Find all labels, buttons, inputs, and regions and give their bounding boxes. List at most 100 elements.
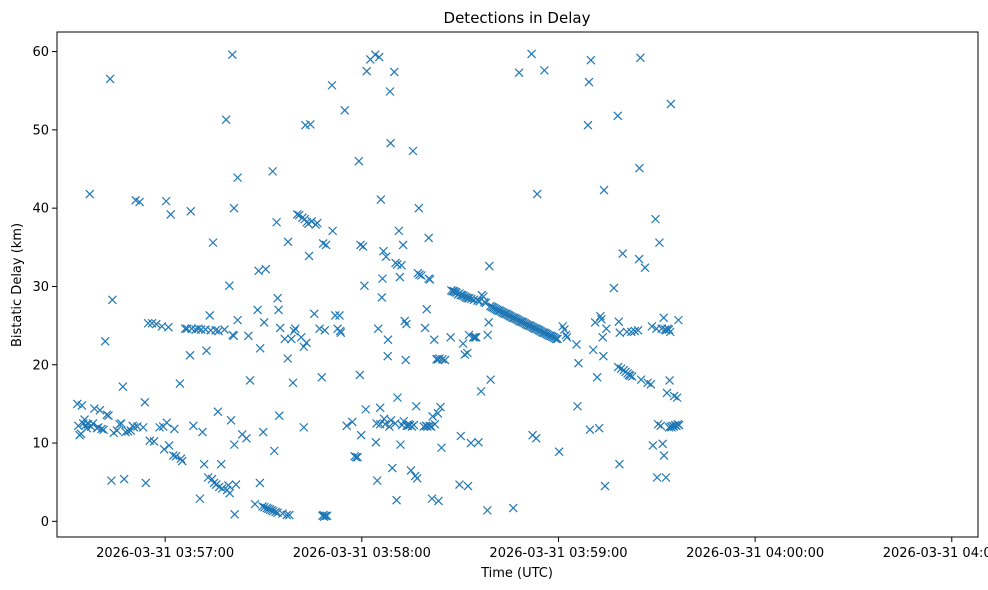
data-point: [258, 427, 268, 437]
data-point: [229, 331, 239, 341]
data-point: [342, 421, 352, 431]
data-point: [654, 238, 664, 248]
data-point: [271, 507, 281, 517]
data-point: [283, 237, 293, 247]
data-point: [227, 50, 237, 60]
data-point: [554, 447, 564, 457]
data-point: [80, 415, 89, 424]
data-point: [255, 478, 265, 488]
data-point: [168, 451, 178, 460]
data-point: [433, 408, 443, 418]
data-point: [595, 311, 605, 321]
data-point: [159, 444, 169, 454]
data-point: [361, 404, 371, 414]
data-point: [574, 358, 583, 368]
data-point: [659, 313, 669, 323]
data-point: [386, 415, 396, 425]
data-point: [100, 336, 110, 346]
data-point: [583, 120, 593, 130]
data-point: [355, 370, 365, 380]
data-point: [471, 332, 481, 342]
data-point: [615, 328, 625, 338]
data-point: [226, 415, 236, 425]
data-point: [430, 419, 440, 429]
data-point: [288, 378, 298, 388]
data-point: [572, 339, 581, 349]
plot-area-frame: [56, 31, 979, 538]
data-point: [468, 332, 478, 342]
data-point: [309, 309, 319, 319]
data-point: [458, 339, 468, 349]
data-point: [166, 210, 176, 219]
data-point: [304, 251, 314, 261]
data-point: [254, 266, 263, 276]
data-point: [514, 68, 524, 78]
data-point: [630, 326, 640, 336]
data-point: [389, 67, 399, 77]
data-point: [408, 146, 418, 156]
x-axis: 2026-03-31 03:57:00 2026-03-31 03:58:00 20…: [96, 537, 988, 561]
data-point: [428, 412, 438, 421]
data-point: [242, 433, 251, 443]
data-point: [162, 418, 172, 428]
data-point: [616, 364, 626, 374]
data-point: [594, 423, 604, 433]
data-point: [482, 505, 492, 515]
data-point: [317, 372, 327, 382]
data-point: [282, 510, 292, 520]
y-tick-label: 0: [41, 515, 49, 530]
data-point: [375, 403, 385, 413]
data-point: [97, 424, 106, 434]
x-tick-label: 2026-03-31 04:01:00: [883, 546, 988, 561]
data-point: [661, 473, 671, 482]
data-point: [211, 325, 221, 335]
data-point: [106, 476, 116, 486]
data-point: [161, 196, 171, 206]
data-point: [102, 410, 112, 420]
data-point: [351, 452, 361, 462]
data-point: [299, 342, 309, 352]
data-point: [385, 87, 395, 96]
data-point: [198, 427, 207, 437]
data-point: [601, 324, 611, 334]
data-point: [255, 343, 265, 353]
data-point: [118, 382, 128, 392]
data-point: [598, 332, 608, 342]
data-point: [394, 226, 404, 236]
data-point: [381, 252, 391, 262]
data-point: [272, 217, 282, 227]
data-point: [440, 355, 450, 365]
data-point: [585, 425, 595, 435]
data-point: [665, 327, 675, 337]
data-point: [573, 401, 582, 411]
data-point: [484, 261, 494, 271]
data-point: [627, 372, 637, 381]
data-point: [231, 480, 241, 489]
data-point: [417, 271, 426, 280]
data-point: [319, 510, 328, 520]
data-point: [299, 422, 309, 432]
data-point: [220, 325, 229, 334]
data-point: [301, 338, 311, 348]
data-point: [350, 451, 360, 461]
data-point: [674, 315, 683, 325]
data-point: [335, 311, 344, 320]
data-point: [177, 456, 187, 466]
data-point: [171, 451, 181, 461]
data-point: [414, 203, 424, 213]
data-point: [434, 496, 443, 506]
data-point: [176, 454, 186, 464]
data-point: [622, 327, 632, 337]
data-point: [347, 417, 357, 427]
data-point: [330, 311, 340, 320]
data-point: [230, 509, 240, 519]
chart-title: Detections in Delay: [444, 9, 591, 27]
data-point: [539, 65, 549, 75]
data-point: [387, 463, 397, 473]
data-point: [586, 55, 596, 65]
data-point: [77, 401, 87, 410]
data-point: [356, 240, 365, 250]
data-point: [205, 311, 215, 320]
y-tick-label: 50: [32, 123, 49, 138]
data-point: [481, 298, 491, 308]
